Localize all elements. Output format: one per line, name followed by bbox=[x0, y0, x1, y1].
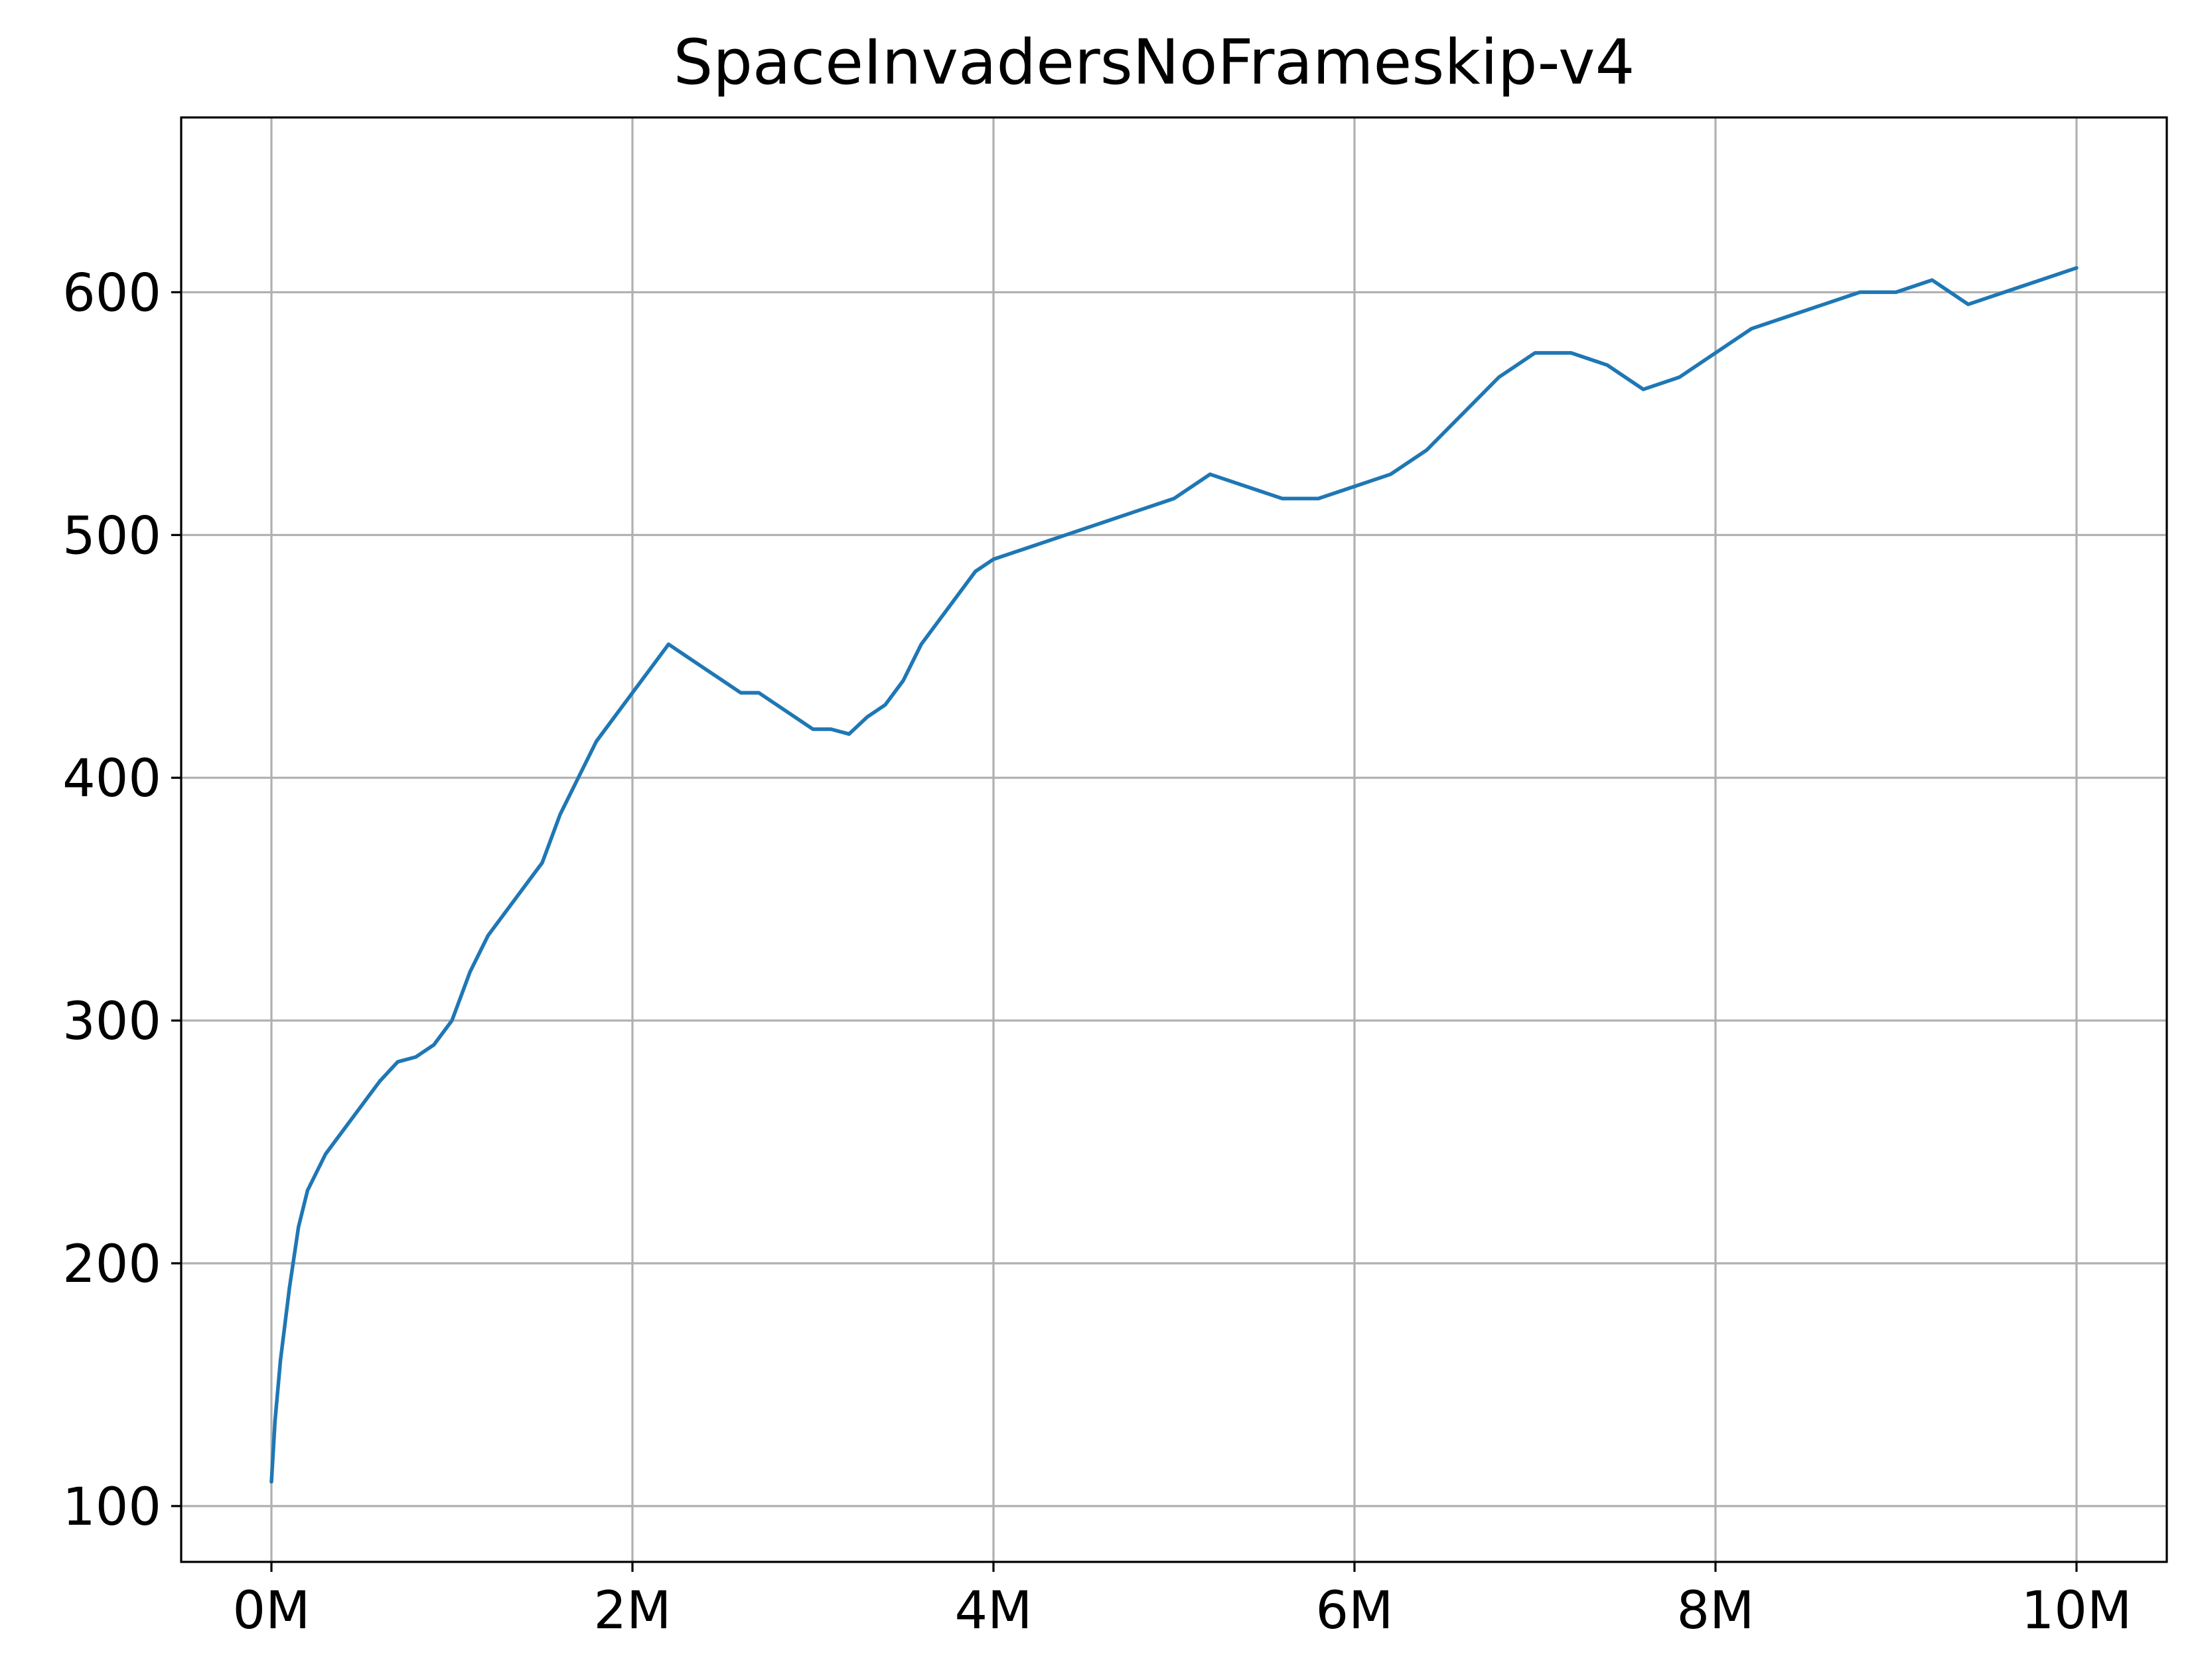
y-axis: 100 200 300 400 500 600 bbox=[62, 263, 181, 1537]
series-layer bbox=[269, 266, 2079, 1484]
x-tick-label: 2M bbox=[594, 1581, 672, 1641]
y-tick-label: 600 bbox=[62, 263, 161, 323]
x-axis: 0M 2M 4M 6M 8M 10M bbox=[233, 1562, 2132, 1641]
x-tick-label: 8M bbox=[1677, 1581, 1755, 1641]
x-tick-label: 4M bbox=[955, 1581, 1033, 1641]
y-tick-label: 500 bbox=[62, 506, 161, 566]
y-tick-label: 200 bbox=[62, 1235, 161, 1295]
y-tick-label: 100 bbox=[62, 1478, 161, 1537]
y-tick-label: 300 bbox=[62, 992, 161, 1052]
chart-title: SpaceInvadersNoFrameskip-v4 bbox=[674, 27, 1635, 99]
x-tick-label: 6M bbox=[1316, 1581, 1394, 1641]
x-tick-label: 0M bbox=[233, 1581, 311, 1641]
grid bbox=[181, 117, 2167, 1562]
plot-frame bbox=[180, 116, 2168, 1563]
x-tick-label: 10M bbox=[2021, 1581, 2132, 1641]
series-line bbox=[269, 266, 2079, 1484]
y-tick-label: 400 bbox=[62, 749, 161, 809]
